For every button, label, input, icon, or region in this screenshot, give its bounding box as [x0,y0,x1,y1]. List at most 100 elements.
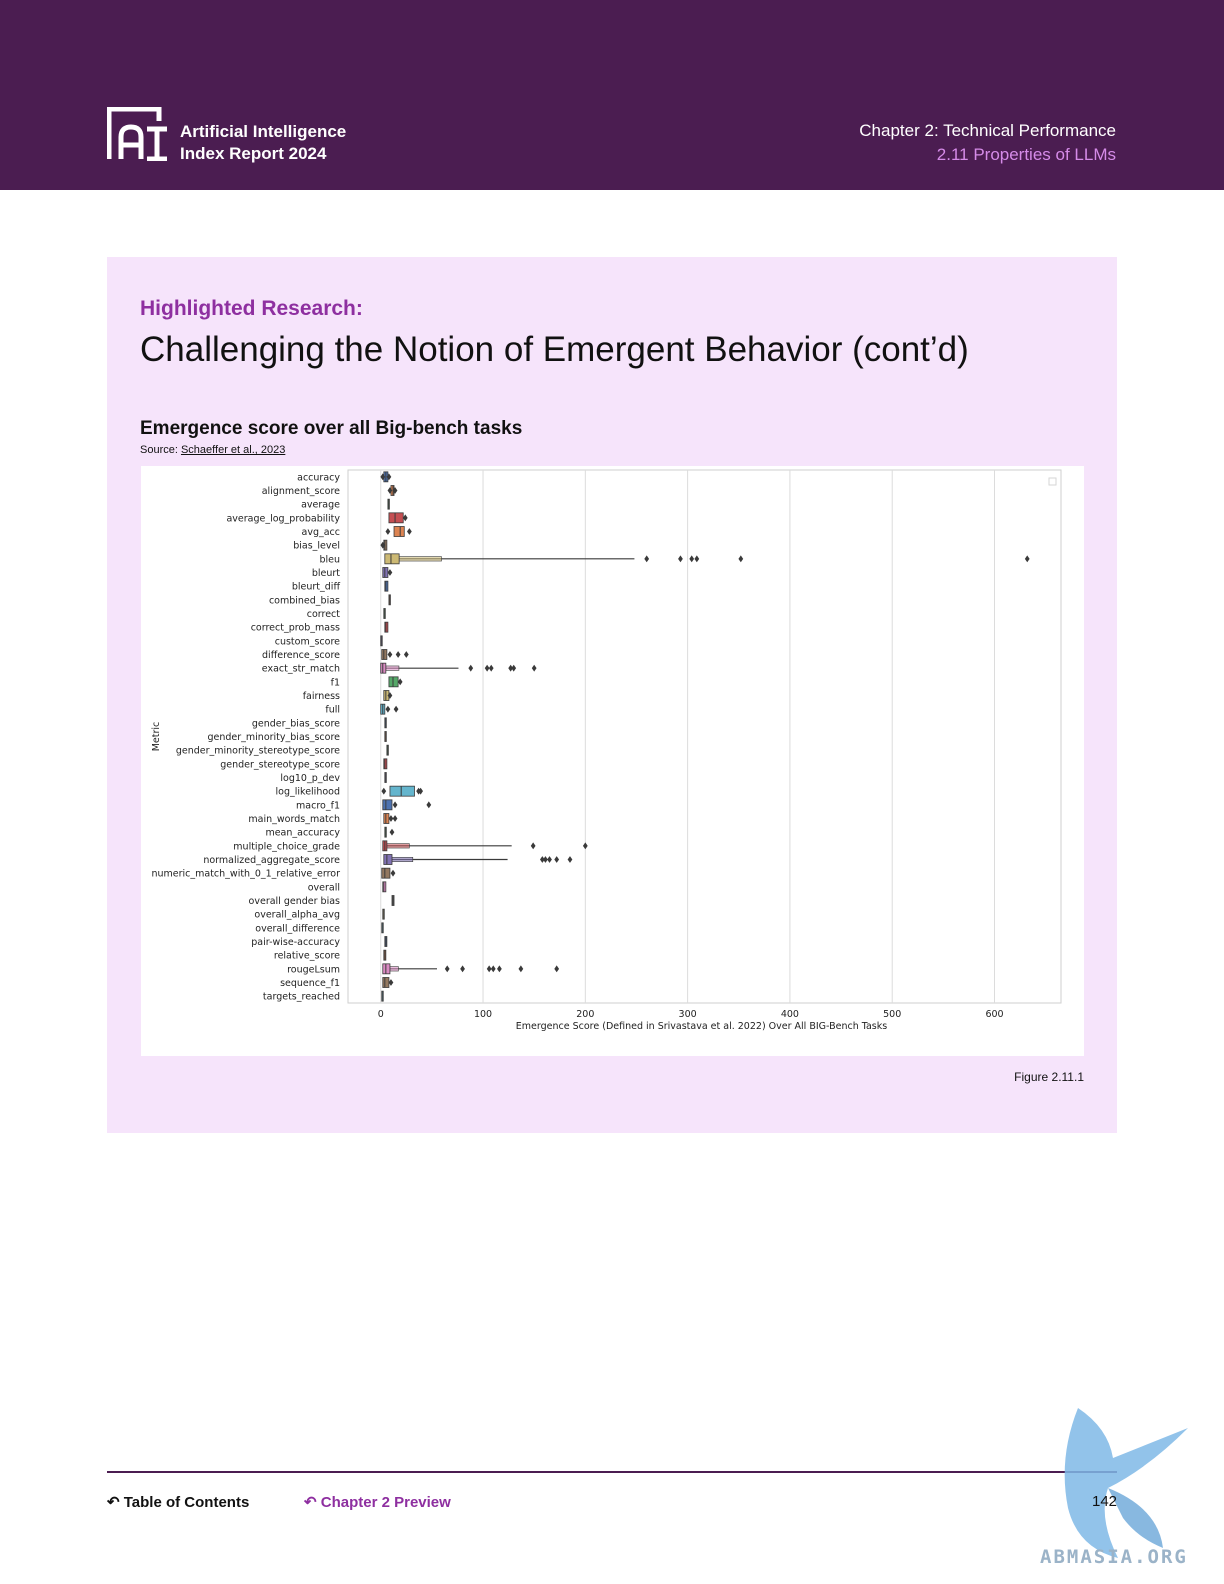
source-prefix: Source: [140,444,181,456]
metric-label: correct [307,609,341,620]
chapter-preview-link[interactable]: ↶ Chapter 2 Preview [304,1493,451,1511]
metric-box [384,621,389,633]
metric-outlier [387,487,393,494]
panel-title: Challenging the Notion of Emergent Behav… [140,330,969,369]
metric-tail-box [386,843,410,849]
metric-outlier [582,842,588,850]
toc-label: Table of Contents [123,1494,250,1511]
metric-label: relative_score [274,951,340,962]
chart-source: Source: Schaeffer et al., 2023 [140,444,285,456]
metric-outlier [488,664,494,672]
metric-label: gender_stereotype_score [220,759,340,770]
metric-label: overall gender bias [249,896,340,907]
metric-box [384,580,389,592]
metric-outlier [392,801,398,809]
metric-label: targets_reached [263,992,340,1003]
watermark-griffin-icon [1064,1408,1188,1558]
metric-label: sequence_f1 [280,978,340,989]
metric-box [380,662,387,674]
metric-box [383,854,393,865]
metric-box [383,813,390,824]
metric-outlier [490,965,496,973]
chart-title: Emergence score over all Big-bench tasks [140,418,523,439]
metric-tail-box [398,556,442,562]
metric-label: rougeLsum [287,964,340,975]
metric-label: overall_difference [255,923,340,934]
figure-label: Figure 2.11.1 [1014,1070,1084,1084]
y-axis-label: Metric [151,722,162,752]
metric-label: average [301,500,340,511]
report-header: Artificial Intelligence Index Report 202… [0,0,1224,190]
metric-label: overall_alpha_avg [254,910,340,921]
ai-index-logo-icon [107,107,167,161]
metric-outlier [460,965,465,973]
page-number: 142 [1092,1493,1118,1510]
metric-outlier [518,965,524,973]
metric-outlier [385,705,391,713]
metric-label: difference_score [262,650,340,661]
chapter-preview-label: Chapter 2 Preview [320,1494,451,1511]
metric-label: bias_level [293,541,340,552]
metric-outlier [497,965,502,973]
metric-outlier [388,815,394,822]
metric-box [384,553,400,565]
footer-divider [107,1471,1117,1473]
metric-label: exact_str_match [262,664,340,675]
table-of-contents-link[interactable]: ↶ Table of Contents [107,1493,249,1511]
metric-outlier [554,856,560,863]
brand-line-1: Artificial Intelligence [180,122,347,141]
metric-label: f1 [331,677,340,688]
panel-kicker: Highlighted Research: [140,297,363,320]
chapter-heading: Chapter 2: Technical Performance 2.11 Pr… [859,119,1116,167]
metric-outlier [543,856,548,863]
metric-label: mean_accuracy [265,828,340,839]
metric-label: full [325,705,340,716]
metric-label: log_likelihood [276,787,340,798]
metric-outlier [388,979,394,986]
metric-label: pair-wise-accuracy [251,937,340,948]
metric-box [382,567,389,578]
metric-outlier [554,965,560,973]
metric-outlier [484,664,490,672]
chapter-title: Chapter 2: Technical Performance [859,121,1116,140]
return-arrow-icon: ↶ [304,1494,317,1511]
metric-outlier [531,664,537,672]
metric-label: bleurt_diff [292,582,341,593]
metric-box [383,758,388,770]
source-link[interactable]: Schaeffer et al., 2023 [180,444,286,456]
plot-frame [347,469,1062,1004]
metric-label: bleurt [312,568,340,579]
metric-box [381,867,391,879]
metric-label: main_words_match [248,814,340,825]
section-title: 2.11 Properties of LLMs [936,145,1116,164]
x-tick-label: 500 [883,1009,901,1020]
metric-outlier [390,869,396,877]
metric-label: average_log_probability [226,513,340,524]
metric-outlier [395,651,401,658]
brand-line-2: Index Report 2024 [180,144,327,163]
return-arrow-icon: ↶ [107,1494,120,1511]
metric-tail-box [389,966,399,972]
legend-box [1048,477,1057,486]
metric-label: bleu [319,554,340,565]
metric-outlier [539,856,545,863]
metric-label: multiple_choice_grade [233,841,340,852]
metric-label: accuracy [297,472,340,483]
x-axis-label: Emergence Score (Defined in Srivastava e… [516,1021,887,1032]
metric-label: combined_bias [269,595,340,606]
metric-outlier [380,473,386,481]
chart-card: 0 100 200 300 400 500 600 Emergence Score (Defi… [141,466,1084,1056]
metric-outlier [392,815,398,822]
metric-box [381,649,388,660]
x-tick-label: 400 [781,1009,799,1020]
metric-outlier [508,664,514,672]
metric-outlier [386,473,392,481]
metric-label: gender_minority_stereotype_score [176,746,340,757]
metric-label: numeric_match_with_0_1_relative_error [151,869,340,880]
metric-box [388,676,399,688]
metric-outlier [385,528,391,535]
x-tick-label: 0 [378,1009,384,1020]
metric-label: macro_f1 [296,800,340,811]
watermark-text: ABMASIA.ORG [1040,1546,1188,1568]
metric-box [389,785,415,797]
